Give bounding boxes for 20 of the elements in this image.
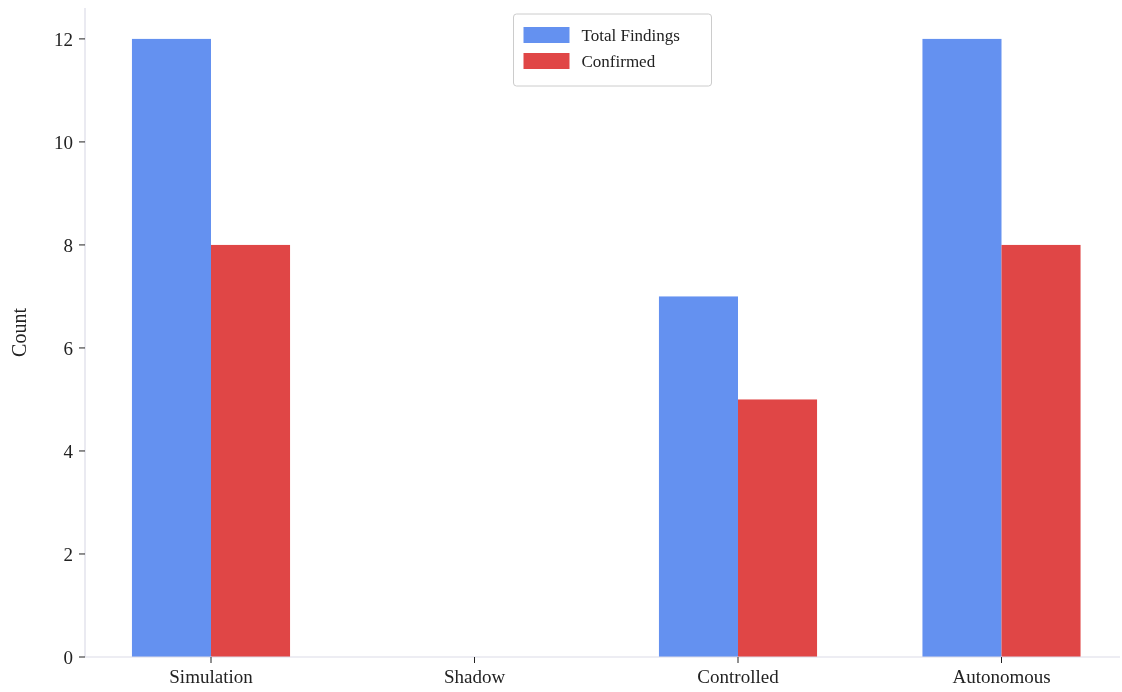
legend-label: Total Findings [581,25,680,45]
bar [1001,244,1081,657]
legend-label: Confirmed [581,51,656,71]
y-tick-label: 12 [54,28,73,50]
bar [131,38,211,657]
x-tick-label: Autonomous [952,666,1051,687]
y-tick-label: 10 [54,131,73,153]
y-axis-title: Count [8,307,30,357]
bar [738,399,818,657]
bar [658,296,738,657]
bar [211,244,291,657]
y-tick-label: 6 [63,337,73,359]
x-tick-label: Simulation [169,666,254,687]
y-tick-label: 2 [63,543,73,565]
x-tick-label: Shadow [443,666,506,687]
y-tick-label: 0 [63,646,73,668]
bar [922,38,1002,657]
x-tick-label: Controlled [697,666,780,687]
y-tick-label: 8 [63,234,73,256]
y-tick-label: 4 [63,440,74,462]
